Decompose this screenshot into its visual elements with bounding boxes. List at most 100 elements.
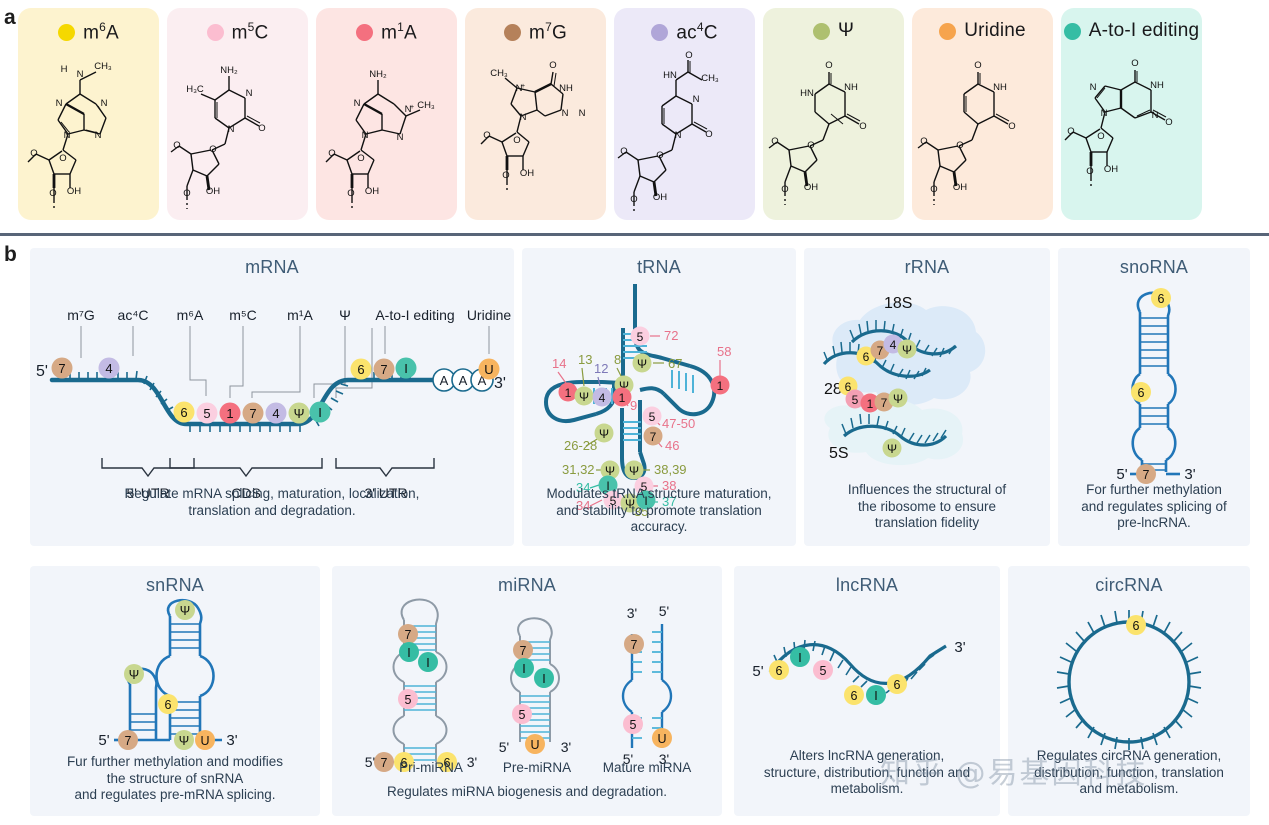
rna-panel-snrna: snRNA 5' 3' Ψ Ψ 6 7 Ψ U bbox=[30, 566, 320, 816]
three-prime-end: 3' bbox=[1184, 466, 1195, 483]
chemical-structure-pseudouridine: O HN NH O O O O OH bbox=[768, 60, 867, 205]
pri-mirna-structure: 5' 3' 7 I I 5 7 6 6 bbox=[365, 598, 477, 772]
svg-text:O: O bbox=[49, 188, 56, 199]
svg-text:OH: OH bbox=[953, 182, 967, 193]
svg-text:5': 5' bbox=[623, 751, 633, 767]
svg-text:Ψ: Ψ bbox=[893, 392, 903, 406]
svg-text:U: U bbox=[530, 738, 539, 752]
svg-text:7: 7 bbox=[631, 638, 638, 652]
svg-text:Ψ: Ψ bbox=[637, 357, 647, 371]
sub-label-pri-mirna: Pri-miRNA bbox=[399, 760, 463, 775]
subunit-label: 5S bbox=[829, 445, 849, 462]
circrna-backbone bbox=[1067, 620, 1191, 744]
modification-name: A-to-I editing bbox=[1088, 20, 1200, 41]
position-label: 12 bbox=[594, 361, 608, 376]
chemical-structure-m5c: NH₂ N N O H₃C O O O OH bbox=[170, 65, 266, 209]
modification-name: m6A bbox=[83, 20, 119, 44]
modification-card-uridine: Uridine O NH O bbox=[912, 8, 1053, 220]
svg-text:O: O bbox=[956, 140, 963, 151]
svg-text:I: I bbox=[522, 662, 525, 676]
svg-text:A: A bbox=[459, 373, 468, 388]
panel-a-label: a bbox=[4, 6, 16, 29]
svg-text:1: 1 bbox=[867, 397, 874, 411]
svg-text:I: I bbox=[542, 672, 545, 686]
svg-text:5: 5 bbox=[519, 708, 526, 722]
svg-text:3': 3' bbox=[561, 739, 571, 755]
svg-text:OH: OH bbox=[365, 186, 379, 197]
rna-panel-caption: Regulates miRNA biogenesis and degradati… bbox=[387, 784, 667, 799]
rna-panel-caption: Modulates tRNA structure maturation, and … bbox=[546, 486, 772, 534]
svg-text:6: 6 bbox=[401, 756, 408, 770]
rna-panel-title: tRNA bbox=[637, 257, 681, 277]
svg-text:Ψ: Ψ bbox=[887, 442, 897, 456]
rna-panel-title: snRNA bbox=[145, 575, 204, 595]
svg-text:Ψ: Ψ bbox=[579, 390, 589, 404]
svg-text:HN: HN bbox=[663, 70, 677, 81]
position-label: 34 bbox=[576, 498, 590, 513]
svg-text:O: O bbox=[1008, 121, 1015, 132]
svg-text:7: 7 bbox=[877, 344, 884, 358]
position-label: 38,39 bbox=[654, 462, 687, 477]
svg-text:I: I bbox=[426, 656, 429, 670]
marker-group-3utr: 6 7 I U bbox=[350, 357, 500, 380]
callout-label: Uridine bbox=[467, 307, 512, 323]
svg-text:7: 7 bbox=[249, 406, 256, 421]
callout-label: m⁷G bbox=[67, 307, 95, 323]
rna-panel-title: miRNA bbox=[498, 575, 556, 595]
circrna-diagram: 6 bbox=[1056, 610, 1202, 750]
svg-text:CH₃: CH₃ bbox=[490, 68, 508, 79]
svg-text:H₃C: H₃C bbox=[186, 84, 204, 95]
svg-text:Ψ: Ψ bbox=[294, 406, 305, 421]
svg-text:7: 7 bbox=[58, 361, 65, 376]
svg-text:O: O bbox=[328, 148, 335, 159]
rna-panel-snorna: snoRNA 5' 3' 6 6 7 For further methylati bbox=[1058, 248, 1250, 546]
svg-text:N: N bbox=[1152, 110, 1159, 121]
svg-text:O: O bbox=[1097, 131, 1104, 142]
svg-text:7: 7 bbox=[881, 396, 888, 410]
panel-divider bbox=[0, 233, 1269, 236]
svg-text:O: O bbox=[705, 129, 712, 140]
svg-text:H: H bbox=[61, 64, 68, 75]
svg-text:I: I bbox=[798, 651, 801, 665]
position-label: 31,32 bbox=[562, 462, 595, 477]
svg-text:1: 1 bbox=[565, 386, 572, 400]
svg-text:6: 6 bbox=[1138, 386, 1145, 400]
poly-a-tail: A A A bbox=[432, 368, 494, 392]
position-label: 58 bbox=[717, 344, 731, 359]
svg-text:O: O bbox=[30, 148, 37, 159]
svg-text:Ψ: Ψ bbox=[129, 668, 139, 682]
card-header: m7G bbox=[465, 20, 606, 44]
position-label: 37 bbox=[662, 494, 676, 509]
svg-text:N: N bbox=[1101, 108, 1108, 119]
svg-text:Ψ: Ψ bbox=[902, 343, 912, 357]
modification-name: m1A bbox=[381, 20, 417, 44]
svg-text:6: 6 bbox=[357, 362, 364, 377]
svg-text:O: O bbox=[1131, 58, 1138, 69]
legend-dot-icon bbox=[504, 23, 522, 41]
svg-text:NH: NH bbox=[559, 83, 573, 94]
position-label: 38 bbox=[662, 478, 676, 493]
svg-text:OH: OH bbox=[804, 182, 818, 193]
position-label: 8 bbox=[614, 352, 621, 367]
trna-marker-group: 5 Ψ 1 1 Ψ 4 Ψ 1 5 7 Ψ Ψ Ψ I 5 5 Ψ I bbox=[558, 326, 730, 513]
rna-panel-circrna: circRNA 6 Regulates circRNA generation, d… bbox=[1008, 566, 1250, 816]
rna-panel-mirna: miRNA 5' 3' 7 I I 5 7 bbox=[332, 566, 722, 816]
svg-text:N: N bbox=[95, 130, 102, 141]
svg-text:N: N bbox=[1090, 82, 1097, 93]
svg-text:O: O bbox=[209, 144, 216, 155]
rna-panel-title: lncRNA bbox=[835, 575, 899, 595]
mature-mirna-structure: 3' 5' 5' 3' 7 5 U bbox=[621, 603, 673, 767]
svg-text:O: O bbox=[183, 188, 190, 199]
svg-text:N: N bbox=[56, 98, 63, 109]
svg-text:N: N bbox=[562, 108, 569, 119]
svg-text:O: O bbox=[920, 136, 927, 147]
svg-text:5': 5' bbox=[365, 754, 375, 770]
svg-text:7: 7 bbox=[650, 430, 657, 444]
legend-dot-icon bbox=[812, 22, 830, 40]
svg-text:O: O bbox=[502, 170, 509, 181]
card-header: m1A bbox=[316, 20, 457, 44]
svg-text:O: O bbox=[483, 130, 490, 141]
svg-text:5: 5 bbox=[852, 393, 859, 407]
svg-text:N: N bbox=[693, 94, 700, 105]
